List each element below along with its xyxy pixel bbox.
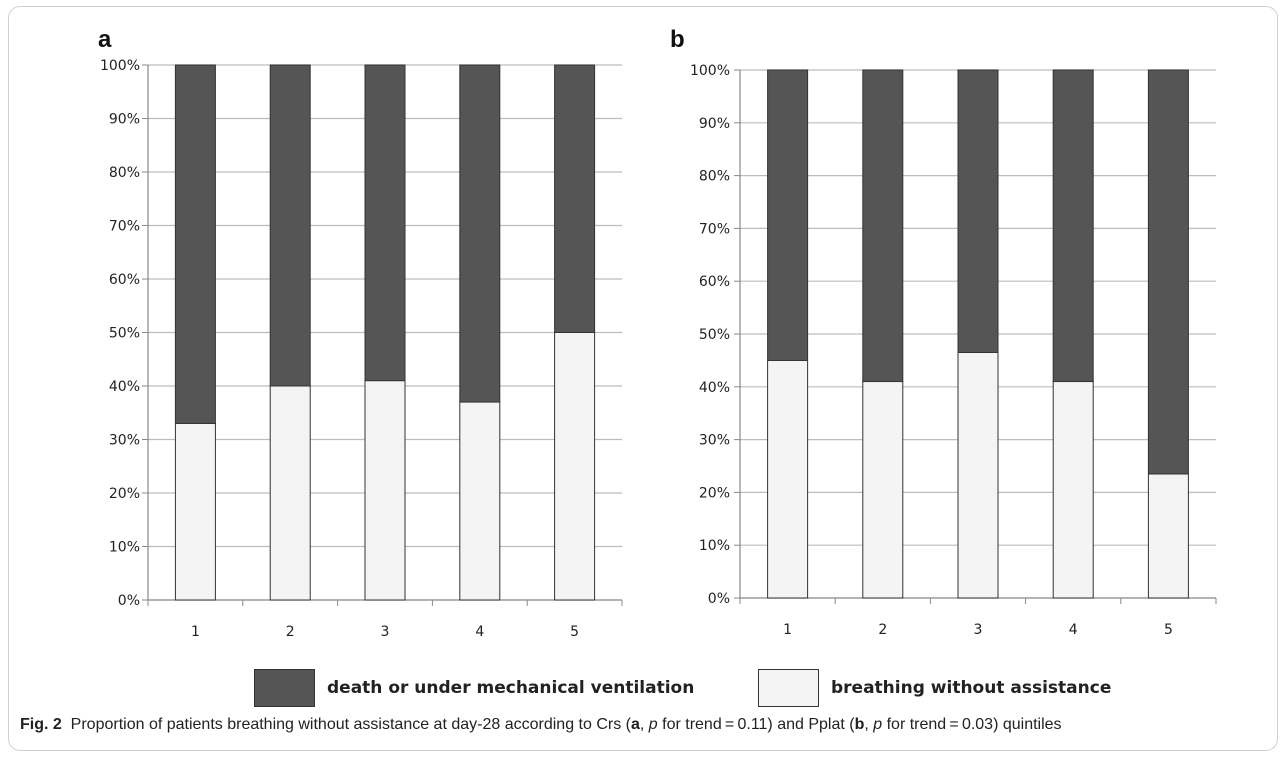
y-tick-label: 30% — [109, 433, 140, 449]
x-tick-label: 4 — [1069, 622, 1078, 638]
y-tick-label: 80% — [699, 169, 730, 185]
y-tick-label: 10% — [699, 538, 730, 554]
bar-death-4 — [459, 64, 501, 403]
caption-fig-label: Fig. 2 — [20, 716, 62, 733]
bar-death-2 — [862, 69, 904, 383]
y-tick-label: 40% — [109, 379, 140, 395]
legend-item-light: breathing without assistance — [758, 668, 1111, 708]
x-tick-label: 3 — [974, 622, 983, 638]
legend-swatch-dark — [254, 669, 315, 707]
bar-breathing-3 — [364, 380, 406, 601]
y-tick-label: 20% — [109, 486, 140, 502]
bar-death-1 — [767, 69, 809, 361]
bar-breathing-4 — [459, 401, 501, 601]
y-tick-label: 80% — [109, 165, 140, 181]
bar-death-2 — [269, 64, 311, 387]
y-tick-label: 70% — [109, 219, 140, 235]
y-tick-label: 20% — [699, 485, 730, 501]
legend-item-dark: death or under mechanical ventilation — [254, 668, 694, 708]
caption-p-b: p — [873, 716, 883, 733]
y-tick-label: 90% — [109, 112, 140, 128]
bar-death-3 — [364, 64, 406, 382]
y-tick-label: 70% — [699, 221, 730, 237]
caption-p-a: p — [648, 716, 658, 733]
x-tick-label: 1 — [783, 622, 792, 638]
chart-panels: a0%10%20%30%40%50%60%70%80%90%100%1 2 3 4 5b… — [98, 26, 1217, 640]
bar-death-5 — [554, 64, 596, 333]
x-tick-label: 5 — [570, 624, 579, 640]
legend: death or under mechanical ventilation br… — [0, 668, 1285, 708]
y-tick-label: 60% — [699, 274, 730, 290]
legend-label-light: breathing without assistance — [831, 678, 1112, 698]
bar-breathing-4 — [1052, 381, 1094, 599]
figure-caption: Fig. 2 Proportion of patients breathing … — [20, 716, 1275, 734]
figure-frame — [8, 6, 1278, 751]
y-tick-label: 0% — [708, 591, 730, 607]
caption-panel-a: a — [630, 716, 640, 733]
y-tick-label: 30% — [699, 433, 730, 449]
bar-breathing-2 — [862, 381, 904, 599]
bar-death-4 — [1052, 69, 1094, 383]
y-tick-label: 90% — [699, 116, 730, 132]
caption-text-1: Proportion of patients breathing without… — [70, 716, 631, 733]
y-tick-label: 100% — [690, 63, 730, 79]
x-tick-label: 2 — [878, 622, 887, 638]
bar-death-1 — [174, 64, 216, 424]
caption-text-2: , — [639, 716, 649, 733]
bar-breathing-3 — [957, 351, 999, 599]
bar-breathing-1 — [174, 422, 216, 601]
x-tick-label: 1 — [191, 624, 200, 640]
caption-text-4: , — [864, 716, 874, 733]
panel-label-a: a — [98, 26, 112, 53]
bar-breathing-5 — [1147, 473, 1189, 599]
bar-death-5 — [1147, 69, 1189, 475]
caption-panel-b: b — [854, 716, 865, 733]
y-tick-label: 10% — [109, 540, 140, 556]
caption-text-3: for trend = 0.11) and Pplat ( — [657, 716, 855, 733]
x-tick-label: 3 — [381, 624, 390, 640]
bar-death-3 — [957, 69, 999, 353]
x-tick-label: 5 — [1164, 622, 1173, 638]
y-tick-label: 50% — [109, 326, 140, 342]
legend-swatch-light — [758, 669, 819, 707]
y-tick-label: 50% — [699, 327, 730, 343]
bar-breathing-2 — [269, 385, 311, 601]
x-tick-label: 2 — [286, 624, 295, 640]
bar-breathing-5 — [554, 332, 596, 601]
panel-label-b: b — [670, 26, 685, 53]
y-tick-label: 0% — [118, 593, 140, 609]
caption-text-5: for trend = 0.03) quintiles — [882, 716, 1062, 733]
legend-label-dark: death or under mechanical ventilation — [327, 678, 695, 698]
bar-breathing-1 — [767, 359, 809, 599]
x-tick-label: 4 — [475, 624, 484, 640]
y-tick-label: 60% — [109, 272, 140, 288]
y-tick-label: 40% — [699, 380, 730, 396]
y-tick-label: 100% — [100, 58, 140, 74]
